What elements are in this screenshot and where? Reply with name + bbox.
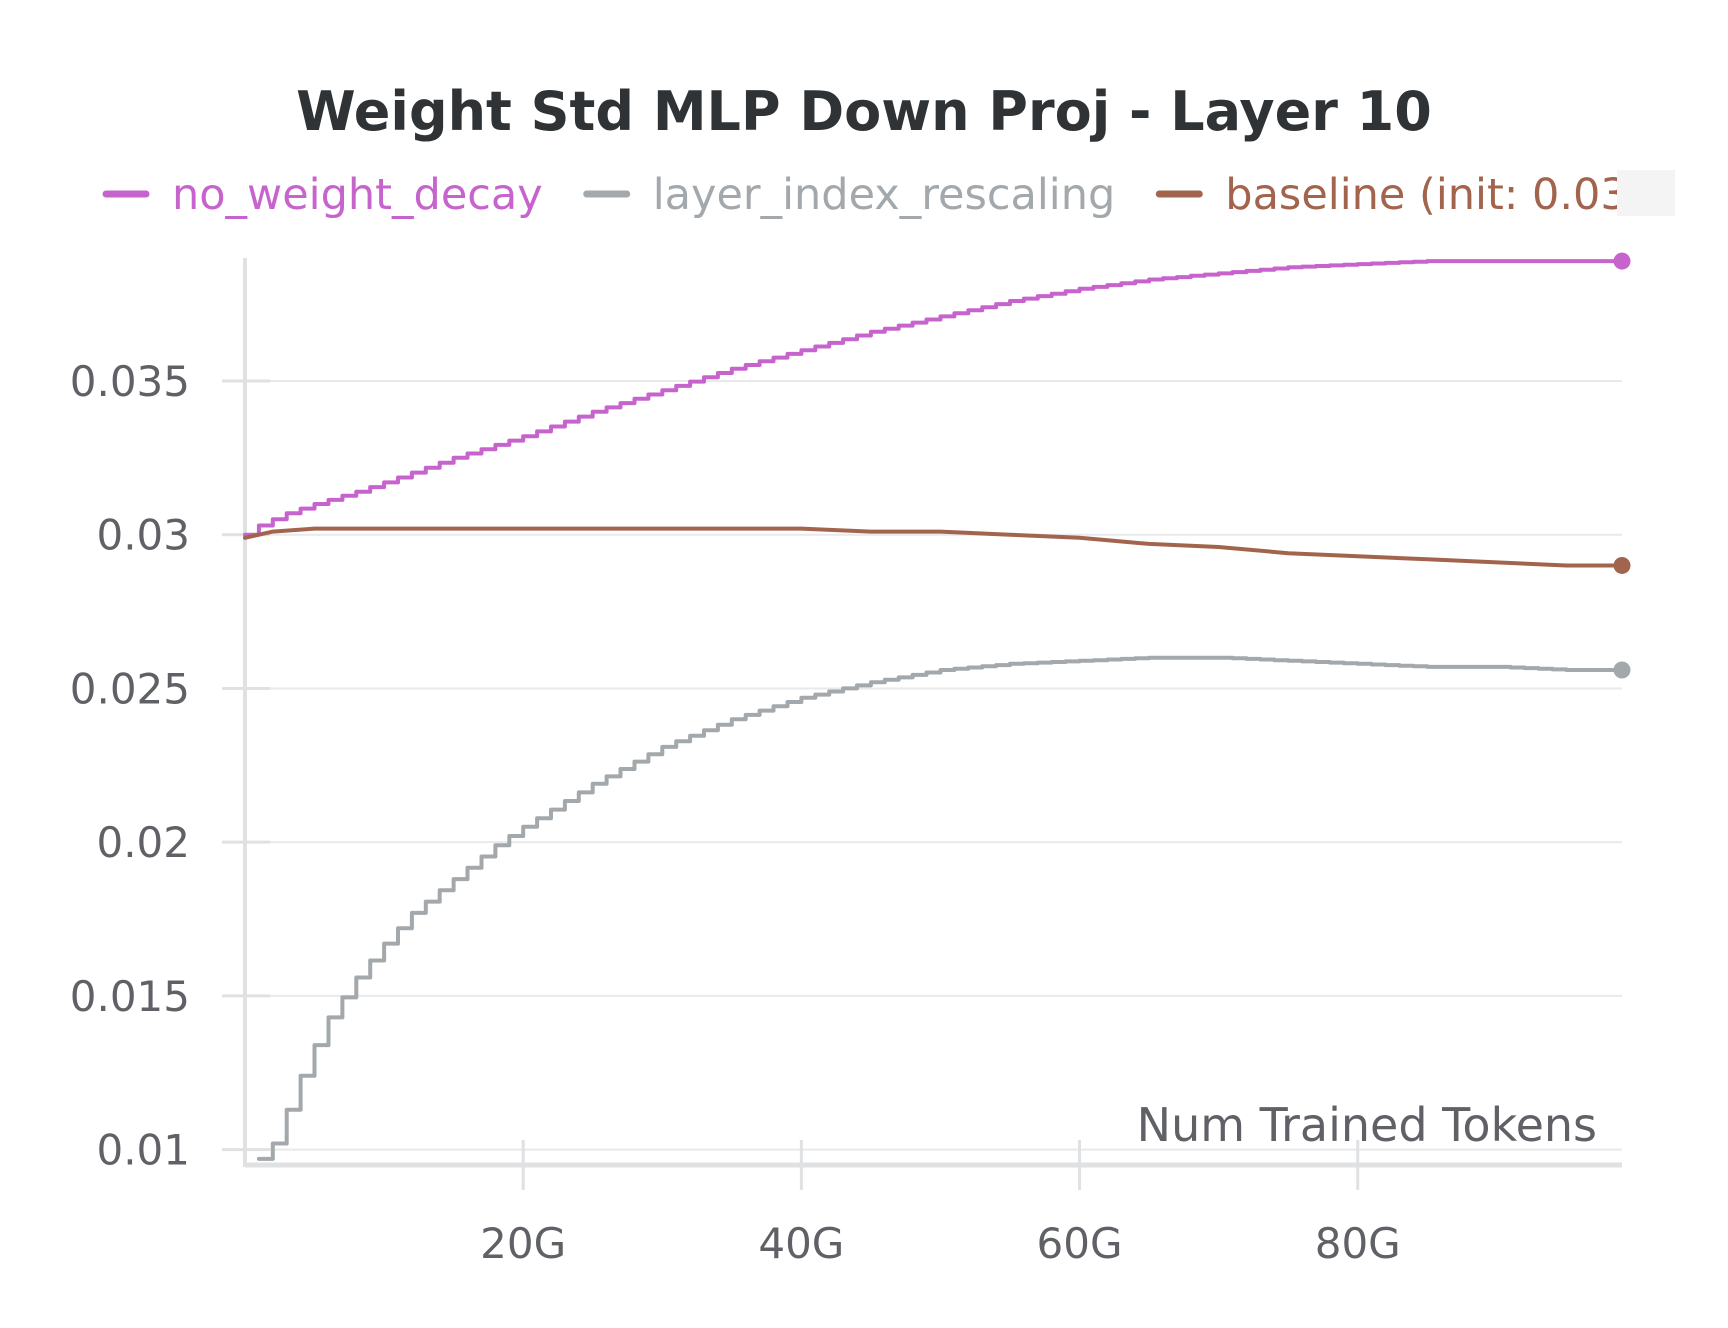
chart-title: Weight Std MLP Down Proj - Layer 10	[296, 80, 1432, 143]
y-tick-label: 0.015	[70, 972, 190, 1021]
legend-label-no-weight-decay[interactable]: no_weight_decay	[172, 170, 543, 220]
legend-label-baseline-init-0-03[interactable]: baseline (init: 0.03)	[1225, 170, 1644, 220]
series-line-baseline-init-0-03	[243, 526, 1624, 568]
series-layer	[243, 252, 1631, 1161]
y-tick-label: 0.035	[70, 357, 190, 406]
x-tick-label: 60G	[1037, 1219, 1123, 1268]
series-endpoint-no-weight-decay	[1613, 252, 1631, 270]
y-tick-label: 0.02	[96, 818, 190, 867]
legend: no_weight_decay layer_index_rescaling base…	[102, 170, 1645, 220]
legend-label-layer-index-rescaling[interactable]: layer_index_rescaling	[653, 170, 1116, 220]
legend-scroll-handle[interactable]	[1617, 170, 1675, 216]
x-tick-label: 80G	[1315, 1219, 1401, 1268]
gridlines	[245, 379, 1622, 1151]
y-tick-label: 0.03	[96, 511, 190, 560]
x-axis-title: Num Trained Tokens	[1137, 1098, 1597, 1152]
series-endpoint-layer-index-rescaling	[1613, 661, 1631, 679]
series-line-no-weight-decay	[243, 259, 1624, 537]
y-tick-label: 0.025	[70, 664, 190, 713]
x-tick-label: 40G	[758, 1219, 844, 1268]
series-line-layer-index-rescaling	[256, 655, 1624, 1161]
x-tick-label: 20G	[480, 1219, 566, 1268]
y-axis-ticks: 0.01 0.015 0.02 0.025 0.03 0.035	[70, 357, 270, 1175]
y-tick-label: 0.01	[96, 1126, 190, 1175]
x-axis-ticks: 20G 40G 60G 80G	[480, 1140, 1401, 1268]
series-endpoint-baseline-init-0-03	[1613, 556, 1631, 574]
